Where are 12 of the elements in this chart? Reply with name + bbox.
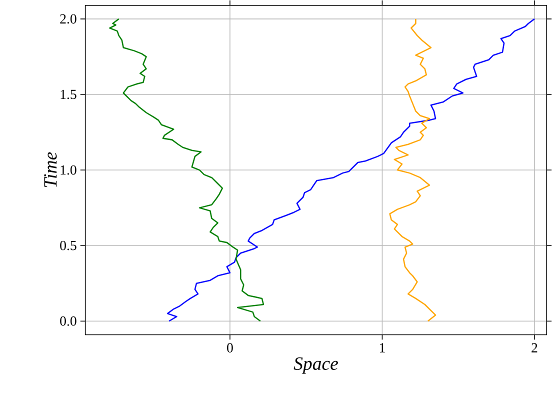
x-tick-label: 0 bbox=[227, 343, 233, 352]
y-tick-label: 2.0 bbox=[60, 14, 76, 24]
y-tick-label: 1.0 bbox=[60, 165, 76, 175]
y-tick-label: 0.0 bbox=[60, 316, 76, 326]
y-axis-title: Time bbox=[44, 152, 57, 188]
y-tick-label: 0.5 bbox=[60, 240, 76, 250]
x-axis-title: Space bbox=[294, 357, 338, 374]
y-tick-label: 1.5 bbox=[60, 90, 76, 100]
x-tick-label: 1 bbox=[380, 343, 385, 352]
x-tick-label: 2 bbox=[532, 343, 538, 352]
line-series bbox=[109, 18, 264, 322]
line-series bbox=[389, 18, 436, 322]
